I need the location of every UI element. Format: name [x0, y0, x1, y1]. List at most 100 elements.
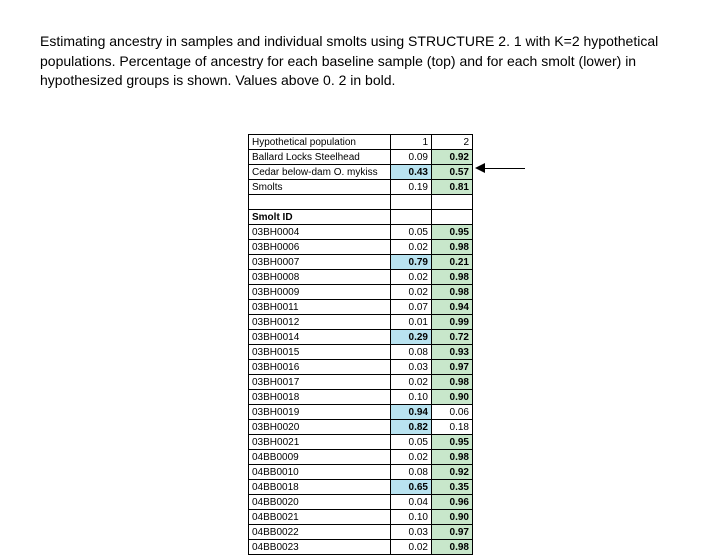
- smolt-v1: 0.02: [391, 540, 432, 555]
- smolt-v1: 0.05: [391, 225, 432, 240]
- smolt-id: 04BB0010: [249, 465, 391, 480]
- smolt-row: 03BH00080.020.98: [249, 270, 473, 285]
- baseline-v2: 0.57: [432, 165, 473, 180]
- smolt-v2: 0.98: [432, 450, 473, 465]
- smolt-id: 03BH0016: [249, 360, 391, 375]
- baseline-row: Ballard Locks Steelhead0.090.92: [249, 150, 473, 165]
- smolt-v1: 0.02: [391, 285, 432, 300]
- smolt-v1: 0.02: [391, 450, 432, 465]
- smolt-v1: 0.03: [391, 360, 432, 375]
- smolt-row: 03BH00140.290.72: [249, 330, 473, 345]
- spacer-cell: [249, 195, 391, 210]
- smolt-row: 04BB00090.020.98: [249, 450, 473, 465]
- smolt-row: 03BH00170.020.98: [249, 375, 473, 390]
- smolt-row: 03BH00210.050.95: [249, 435, 473, 450]
- smolt-row: 04BB00230.020.98: [249, 540, 473, 555]
- baseline-v1: 0.19: [391, 180, 432, 195]
- baseline-v2: 0.81: [432, 180, 473, 195]
- smolt-row: 04BB00210.100.90: [249, 510, 473, 525]
- smolt-v2: 0.90: [432, 390, 473, 405]
- smolt-v1: 0.94: [391, 405, 432, 420]
- smolt-row: 03BH00120.010.99: [249, 315, 473, 330]
- caption-text: Estimating ancestry in samples and indiv…: [40, 32, 680, 91]
- smolt-id: 04BB0023: [249, 540, 391, 555]
- smolt-v1: 0.03: [391, 525, 432, 540]
- smolt-v2: 0.99: [432, 315, 473, 330]
- smolt-v2: 0.97: [432, 360, 473, 375]
- smolt-row: 03BH00040.050.95: [249, 225, 473, 240]
- smolt-v2: 0.90: [432, 510, 473, 525]
- smolt-v1: 0.01: [391, 315, 432, 330]
- baseline-label: Ballard Locks Steelhead: [249, 150, 391, 165]
- smolt-row: 03BH00180.100.90: [249, 390, 473, 405]
- ancestry-table-container: Hypothetical population12Ballard Locks S…: [248, 134, 473, 555]
- arrow-head-icon: [475, 163, 485, 173]
- smolt-row: 03BH00150.080.93: [249, 345, 473, 360]
- spacer-row: [249, 195, 473, 210]
- smolt-v2: 0.94: [432, 300, 473, 315]
- section-blank: [432, 210, 473, 225]
- smolt-v1: 0.82: [391, 420, 432, 435]
- smolt-row: 03BH00070.790.21: [249, 255, 473, 270]
- smolt-id: 03BH0017: [249, 375, 391, 390]
- smolt-v2: 0.72: [432, 330, 473, 345]
- baseline-label: Smolts: [249, 180, 391, 195]
- header-label: Hypothetical population: [249, 135, 391, 150]
- smolt-v1: 0.02: [391, 375, 432, 390]
- baseline-v2: 0.92: [432, 150, 473, 165]
- smolt-v1: 0.02: [391, 270, 432, 285]
- smolt-v1: 0.05: [391, 435, 432, 450]
- smolt-v1: 0.07: [391, 300, 432, 315]
- arrow-annotation: [475, 162, 525, 174]
- table-header-row: Hypothetical population12: [249, 135, 473, 150]
- smolt-v1: 0.10: [391, 390, 432, 405]
- section-label: Smolt ID: [249, 210, 391, 225]
- smolt-id: 03BH0014: [249, 330, 391, 345]
- baseline-v1: 0.43: [391, 165, 432, 180]
- smolt-v2: 0.92: [432, 465, 473, 480]
- smolt-id: 03BH0015: [249, 345, 391, 360]
- smolt-id: 04BB0009: [249, 450, 391, 465]
- smolt-id: 03BH0018: [249, 390, 391, 405]
- section-blank: [391, 210, 432, 225]
- smolt-v1: 0.08: [391, 465, 432, 480]
- smolt-v2: 0.95: [432, 225, 473, 240]
- baseline-row: Smolts0.190.81: [249, 180, 473, 195]
- smolt-v1: 0.08: [391, 345, 432, 360]
- smolt-v1: 0.04: [391, 495, 432, 510]
- smolt-v2: 0.21: [432, 255, 473, 270]
- smolt-v2: 0.98: [432, 540, 473, 555]
- section-header-row: Smolt ID: [249, 210, 473, 225]
- smolt-row: 03BH00110.070.94: [249, 300, 473, 315]
- spacer-cell: [432, 195, 473, 210]
- baseline-v1: 0.09: [391, 150, 432, 165]
- smolt-id: 04BB0021: [249, 510, 391, 525]
- smolt-row: 03BH00190.940.06: [249, 405, 473, 420]
- header-col1: 1: [391, 135, 432, 150]
- smolt-v2: 0.98: [432, 375, 473, 390]
- smolt-id: 03BH0008: [249, 270, 391, 285]
- smolt-id: 04BB0020: [249, 495, 391, 510]
- spacer-cell: [391, 195, 432, 210]
- smolt-v2: 0.06: [432, 405, 473, 420]
- smolt-row: 03BH00200.820.18: [249, 420, 473, 435]
- smolt-v2: 0.98: [432, 285, 473, 300]
- smolt-v2: 0.98: [432, 270, 473, 285]
- smolt-row: 04BB00200.040.96: [249, 495, 473, 510]
- smolt-id: 04BB0022: [249, 525, 391, 540]
- smolt-v2: 0.97: [432, 525, 473, 540]
- smolt-v2: 0.98: [432, 240, 473, 255]
- smolt-row: 04BB00220.030.97: [249, 525, 473, 540]
- smolt-v1: 0.79: [391, 255, 432, 270]
- smolt-row: 04BB00100.080.92: [249, 465, 473, 480]
- baseline-row: Cedar below-dam O. mykiss0.430.57: [249, 165, 473, 180]
- smolt-v2: 0.18: [432, 420, 473, 435]
- baseline-label: Cedar below-dam O. mykiss: [249, 165, 391, 180]
- ancestry-table: Hypothetical population12Ballard Locks S…: [248, 134, 473, 555]
- smolt-v1: 0.29: [391, 330, 432, 345]
- arrow-line: [483, 168, 525, 169]
- smolt-row: 03BH00060.020.98: [249, 240, 473, 255]
- smolt-v2: 0.95: [432, 435, 473, 450]
- smolt-v2: 0.96: [432, 495, 473, 510]
- smolt-id: 03BH0020: [249, 420, 391, 435]
